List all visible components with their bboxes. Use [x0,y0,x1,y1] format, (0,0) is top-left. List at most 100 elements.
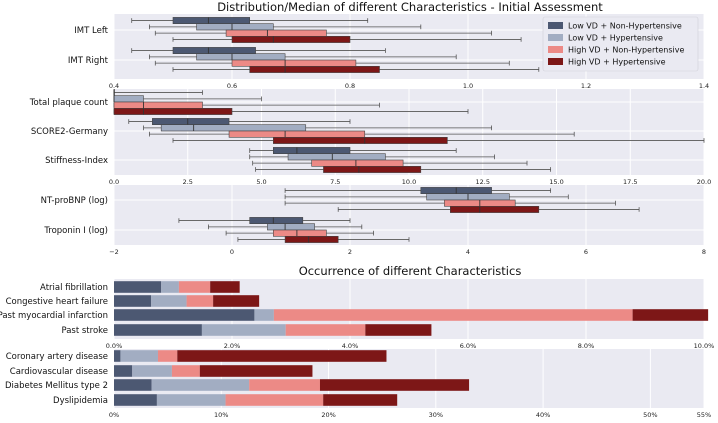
box [323,166,422,173]
box [272,147,351,154]
bar-segment [201,324,286,336]
x-tick-label: 10.0% [694,342,715,350]
box [249,217,304,224]
bar-segment [114,365,133,377]
x-tick-label: 4.0% [342,342,359,350]
box [231,59,357,67]
bar-segment [177,350,387,362]
box [172,47,256,55]
x-tick-label: 0 [230,248,234,256]
bar-segment [114,324,202,336]
bar-segment [114,350,121,362]
box [231,35,351,43]
bar-segment [225,394,324,406]
bar-segment [365,324,432,336]
x-tick-label: 17.5 [623,178,637,186]
bar-segment [186,295,214,307]
legend: Low VD + Non-Hypertensive Low VD + Hypert… [542,16,699,72]
x-tick-label: 8 [702,248,706,256]
x-tick-label: 20% [321,411,335,419]
x-tick-label: 40% [536,411,550,419]
bar-segment [114,379,152,391]
legend-swatch [548,22,563,29]
y-category-label: Troponin I (log) [43,226,108,236]
boxplot-title: Distribution/Median of different Charact… [217,0,603,14]
bar-chart-title: Occurrence of different Characteristics [299,264,522,278]
y-category-label: Coronary artery disease [6,352,108,362]
y-category-label: Cardiovascular disease [10,367,108,377]
bar-segment [171,365,200,377]
x-tick-label: 4 [466,248,470,256]
bar-segment [114,295,152,307]
box [272,137,448,144]
x-tick-label: 10% [214,411,228,419]
x-tick-label: 0.6 [227,82,237,90]
bar-segment [323,394,398,406]
x-tick-label: 0% [109,411,119,419]
box [113,108,233,115]
box [267,223,315,231]
box [311,159,404,167]
plot-area: 0.4 0.6 0.8 1.0 1.2 1.4 IMT Left IMT Right 0.0 2.… [0,14,714,419]
y-category-label: IMT Right [68,56,109,66]
x-tick-label: 6 [584,248,588,256]
legend-swatch [548,34,563,41]
y-category-label: Past myocardial infarction [0,311,108,321]
bar-segment [249,379,320,391]
x-tick-label: 6.0% [460,342,477,350]
x-tick-label: 5.0 [256,178,266,186]
x-tick-label: 2 [348,248,352,256]
box [113,95,144,103]
y-category-label: Stiffness-Index [45,156,108,166]
y-category-label: Congestive heart failure [6,297,108,307]
x-tick-label: 10.0 [402,178,416,186]
bar-segment [178,281,211,293]
x-tick-label: 0.0% [106,342,123,350]
bar-segment [213,295,260,307]
bar-segment [157,350,178,362]
x-tick-label: 30% [429,411,443,419]
x-tick-label: 2.0% [224,342,241,350]
legend-label: Low VD + Non-Hypertensive [568,22,682,31]
y-category-label: SCORE2-Germany [31,127,108,137]
bar-segment [151,379,250,391]
bar-segment [254,309,274,321]
x-tick-label: 1.0 [463,82,473,90]
x-tick-label: −2 [109,248,119,256]
y-category-label: Atrial fibrillation [40,283,108,293]
bar-segment [114,309,255,321]
box [160,124,307,132]
x-tick-label: 12.5 [476,178,490,186]
y-category-label: Dyslipidemia [53,396,108,406]
box [196,23,274,31]
bar-segment [632,309,709,321]
box [152,118,230,126]
x-tick-label: 0.4 [109,82,119,90]
box [225,29,327,37]
legend-swatch [548,46,563,53]
legend-box [542,16,699,72]
bar-segment [319,379,470,391]
x-tick-label: 8.0% [578,342,595,350]
y-category-label: Diabetes Mellitus type 2 [5,381,108,391]
box-panel-2 [114,185,704,245]
bar-segment [161,281,179,293]
x-tick-label: 7.5 [330,178,340,186]
x-tick-label: 1.2 [581,82,591,90]
box [228,130,366,138]
box [284,236,339,243]
box [249,66,380,73]
y-category-label: IMT Left [74,26,108,36]
y-category-label: Past stroke [61,326,108,336]
box [287,153,386,161]
legend-label: Low VD + Hypertensive [568,34,663,43]
box [449,206,540,213]
x-tick-label: 1.4 [699,82,709,90]
bar-segment [132,365,172,377]
box [272,229,327,237]
bar-segment [120,350,158,362]
bar-segment [151,295,187,307]
bar-segment [210,281,240,293]
bar-segment [199,365,313,377]
legend-swatch [548,58,563,65]
